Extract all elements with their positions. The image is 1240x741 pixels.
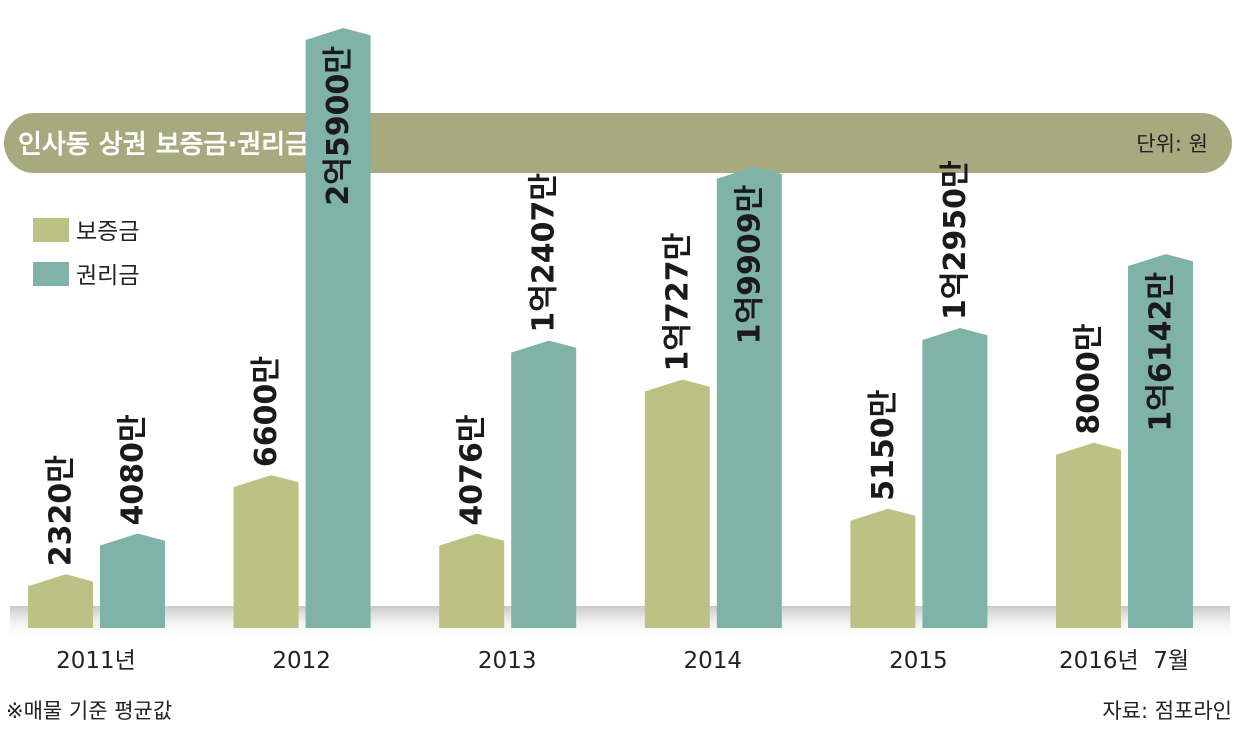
deposit-bar-2 [439, 533, 505, 628]
x-axis-labels: 2011년 2012 2013 2014 2015 2016년 7월 [56, 648, 1189, 674]
premium-bar-5 [1128, 254, 1193, 628]
legend-swatch-deposit [33, 218, 69, 242]
deposit-value-label-2: 4076만 [455, 414, 490, 525]
premium-bar-4 [922, 328, 988, 628]
x-tick-label-3: 2014 [684, 648, 743, 674]
chart-title: 인사동 상권 보증금·권리금 [18, 130, 309, 160]
deposit-bar-4 [850, 508, 916, 628]
premium-value-label-1: 2억5900만 [321, 46, 356, 206]
floor-shadow [10, 606, 1230, 640]
legend-label-premium: 권리금 [76, 263, 139, 289]
deposit-value-label-3: 1억727만 [660, 232, 695, 371]
premium-bar-0 [100, 533, 165, 628]
premium-bar-1 [305, 28, 371, 628]
deposit-value-label-0: 2320만 [44, 455, 79, 566]
x-tick-label-0: 2011년 [56, 648, 136, 674]
deposit-bar-3 [644, 379, 710, 628]
legend-label-deposit: 보증금 [76, 219, 139, 245]
premium-value-label-5: 1억6142만 [1144, 272, 1179, 432]
unit-label: 단위: 원 [1136, 132, 1208, 156]
deposit-value-label-4: 5150만 [866, 389, 901, 500]
x-tick-label-2: 2013 [478, 648, 537, 674]
premium-value-label-3: 1억9909만 [732, 184, 767, 344]
premium-value-label-4: 1억2950만 [938, 160, 973, 320]
bars [28, 28, 1193, 629]
footnote: ※매물 기준 평균값 [6, 699, 172, 723]
data-labels: 2320만 4080만 6600만 2억5900만 4076만 1억2407만 1억727만… [44, 46, 1179, 567]
deposit-bar-0 [28, 574, 93, 628]
premium-bar-2 [511, 340, 577, 628]
source-credit: 자료: 점포라인 [1102, 699, 1232, 723]
x-tick-label-1: 2012 [272, 648, 331, 674]
premium-value-label-0: 4080만 [116, 414, 151, 525]
legend: 보증금 권리금 [33, 218, 139, 289]
deposit-bar-1 [233, 475, 299, 628]
x-tick-label-5: 2016년 7월 [1059, 648, 1189, 674]
legend-swatch-premium [33, 262, 69, 286]
premium-bar-3 [716, 166, 782, 629]
deposit-value-label-5: 8000만 [1072, 323, 1107, 434]
premium-value-label-2: 1억2407만 [527, 173, 562, 333]
deposit-value-label-1: 6600만 [249, 356, 284, 467]
deposit-bar-5 [1056, 442, 1121, 628]
x-tick-label-4: 2015 [889, 648, 948, 674]
